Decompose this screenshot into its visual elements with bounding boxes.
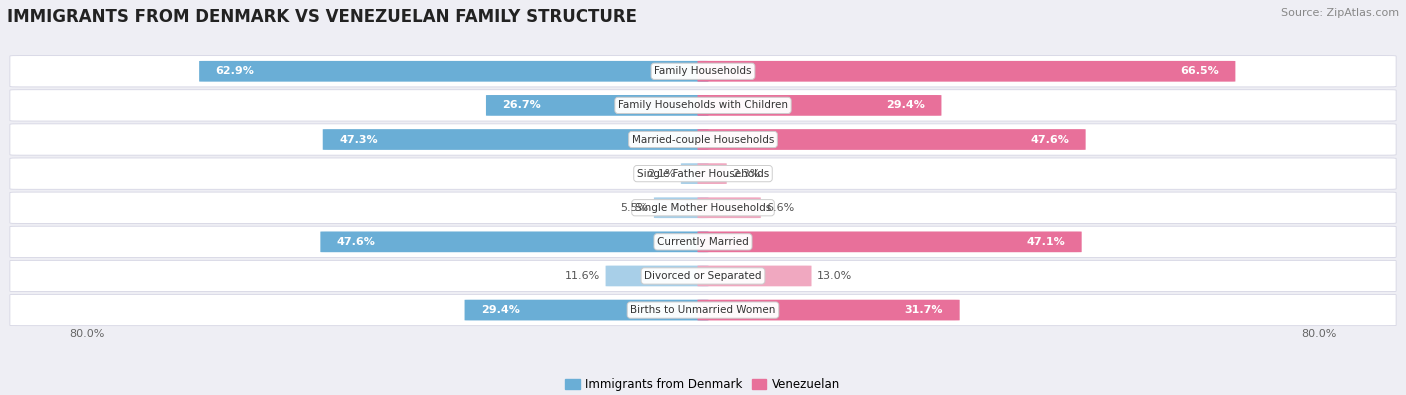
Text: 11.6%: 11.6% — [565, 271, 600, 281]
Text: 47.6%: 47.6% — [337, 237, 375, 247]
FancyBboxPatch shape — [10, 124, 1396, 155]
FancyBboxPatch shape — [697, 231, 1081, 252]
Text: 47.6%: 47.6% — [1031, 135, 1069, 145]
FancyBboxPatch shape — [654, 198, 709, 218]
Text: 29.4%: 29.4% — [481, 305, 520, 315]
FancyBboxPatch shape — [10, 260, 1396, 292]
Text: 62.9%: 62.9% — [215, 66, 254, 76]
FancyBboxPatch shape — [321, 231, 709, 252]
Text: Family Households: Family Households — [654, 66, 752, 76]
FancyBboxPatch shape — [697, 265, 811, 286]
FancyBboxPatch shape — [323, 129, 709, 150]
Text: 47.3%: 47.3% — [339, 135, 378, 145]
Text: Married-couple Households: Married-couple Households — [631, 135, 775, 145]
FancyBboxPatch shape — [10, 158, 1396, 189]
Text: Source: ZipAtlas.com: Source: ZipAtlas.com — [1281, 8, 1399, 18]
FancyBboxPatch shape — [200, 61, 709, 82]
FancyBboxPatch shape — [697, 163, 727, 184]
Text: Family Households with Children: Family Households with Children — [619, 100, 787, 110]
FancyBboxPatch shape — [10, 294, 1396, 326]
Text: 66.5%: 66.5% — [1180, 66, 1219, 76]
Text: 80.0%: 80.0% — [69, 329, 104, 339]
Legend: Immigrants from Denmark, Venezuelan: Immigrants from Denmark, Venezuelan — [561, 373, 845, 395]
Text: Single Father Households: Single Father Households — [637, 169, 769, 179]
Text: 2.3%: 2.3% — [733, 169, 761, 179]
Text: 13.0%: 13.0% — [817, 271, 852, 281]
Text: IMMIGRANTS FROM DENMARK VS VENEZUELAN FAMILY STRUCTURE: IMMIGRANTS FROM DENMARK VS VENEZUELAN FA… — [7, 8, 637, 26]
Text: 80.0%: 80.0% — [1302, 329, 1337, 339]
FancyBboxPatch shape — [697, 300, 960, 320]
FancyBboxPatch shape — [697, 95, 942, 116]
FancyBboxPatch shape — [697, 198, 761, 218]
Text: 2.1%: 2.1% — [647, 169, 675, 179]
FancyBboxPatch shape — [10, 226, 1396, 258]
FancyBboxPatch shape — [681, 163, 709, 184]
FancyBboxPatch shape — [464, 300, 709, 320]
Text: 6.6%: 6.6% — [766, 203, 794, 213]
Text: 47.1%: 47.1% — [1026, 237, 1066, 247]
Text: Divorced or Separated: Divorced or Separated — [644, 271, 762, 281]
Text: Single Mother Households: Single Mother Households — [636, 203, 770, 213]
FancyBboxPatch shape — [697, 61, 1236, 82]
FancyBboxPatch shape — [606, 265, 709, 286]
Text: 5.5%: 5.5% — [620, 203, 648, 213]
FancyBboxPatch shape — [697, 129, 1085, 150]
FancyBboxPatch shape — [486, 95, 709, 116]
FancyBboxPatch shape — [10, 56, 1396, 87]
Text: 26.7%: 26.7% — [502, 100, 541, 110]
FancyBboxPatch shape — [10, 192, 1396, 223]
Text: Currently Married: Currently Married — [657, 237, 749, 247]
Text: Births to Unmarried Women: Births to Unmarried Women — [630, 305, 776, 315]
Text: 31.7%: 31.7% — [904, 305, 943, 315]
Text: 29.4%: 29.4% — [886, 100, 925, 110]
FancyBboxPatch shape — [10, 90, 1396, 121]
